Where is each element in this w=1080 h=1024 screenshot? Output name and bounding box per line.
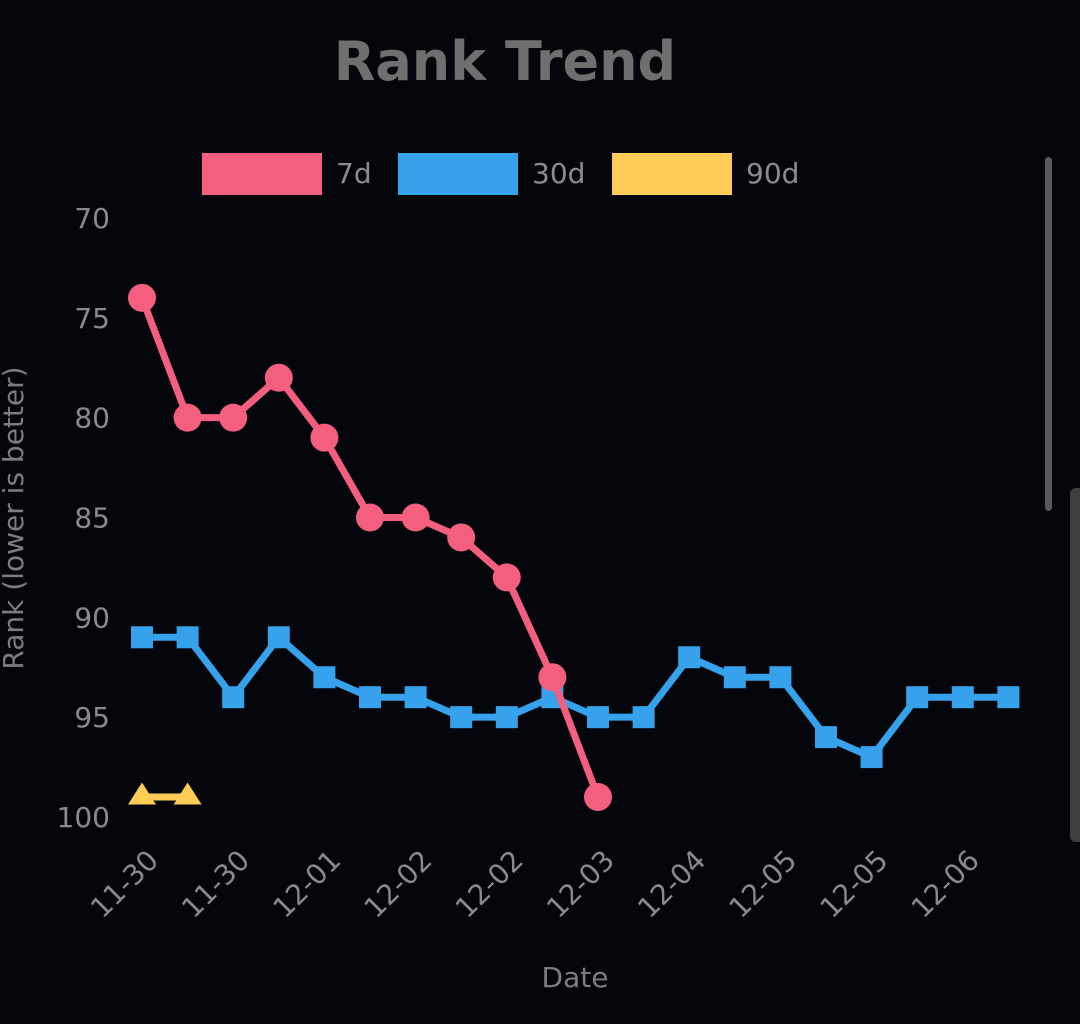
y-tick-label-1: 75 xyxy=(74,302,110,335)
y-tick-label-4: 90 xyxy=(74,601,110,634)
legend[interactable]: 7d 30d 90d xyxy=(202,153,799,195)
x-tick-label-4: 12-02 xyxy=(449,844,530,925)
data-point-30d-5 xyxy=(359,686,381,709)
data-point-30d-10 xyxy=(587,706,609,729)
data-point-30d-17 xyxy=(906,686,929,709)
legend-label-30d: 30d xyxy=(532,157,585,190)
plot-area xyxy=(128,283,1020,812)
data-point-7d-4 xyxy=(310,423,339,452)
x-axis-label: Date xyxy=(542,961,609,994)
data-point-30d-6 xyxy=(404,686,427,709)
data-point-7d-6 xyxy=(401,503,430,532)
data-point-30d-16 xyxy=(860,746,883,769)
data-point-30d-18 xyxy=(951,686,974,709)
series-90d xyxy=(128,782,202,805)
legend-label-90d: 90d xyxy=(746,157,799,190)
edge-panel-handle[interactable] xyxy=(1070,488,1080,842)
data-point-30d-12 xyxy=(678,646,701,669)
x-tick-label-3: 12-02 xyxy=(358,844,439,925)
x-tick-label-6: 12-04 xyxy=(631,844,712,925)
legend-swatch-30d xyxy=(398,153,518,195)
series-7d xyxy=(128,283,612,812)
data-point-7d-7 xyxy=(447,523,476,552)
data-point-30d-1 xyxy=(176,626,199,649)
y-tick-label-3: 85 xyxy=(74,502,110,535)
vertical-scrollbar[interactable] xyxy=(1045,157,1052,511)
data-point-30d-2 xyxy=(222,686,245,709)
data-point-30d-7 xyxy=(450,706,473,729)
y-tick-label-0: 70 xyxy=(74,202,110,235)
data-point-7d-1 xyxy=(173,403,202,432)
x-tick-label-9: 12-06 xyxy=(905,844,986,925)
data-point-7d-3 xyxy=(264,363,293,392)
data-point-30d-0 xyxy=(131,626,153,649)
data-point-7d-8 xyxy=(492,563,521,592)
data-point-7d-5 xyxy=(356,503,384,532)
data-point-30d-13 xyxy=(723,666,746,689)
legend-swatch-90d xyxy=(612,153,732,195)
data-point-90d-1 xyxy=(173,782,202,805)
data-point-30d-3 xyxy=(267,626,290,649)
data-point-30d-4 xyxy=(313,666,336,689)
series-line-7d xyxy=(138,294,602,801)
y-axis-label: Rank (lower is better) xyxy=(0,366,30,669)
data-point-7d-0 xyxy=(128,283,156,312)
data-point-7d-10 xyxy=(584,783,612,812)
legend-label-7d: 7d xyxy=(336,157,372,190)
y-tick-label-5: 95 xyxy=(74,701,110,734)
data-point-30d-15 xyxy=(815,726,837,749)
chart-title: Rank Trend xyxy=(334,30,676,93)
x-tick-label-5: 12-03 xyxy=(540,844,621,925)
x-tick-label-2: 12-01 xyxy=(266,844,347,925)
y-tick-label-6: 100 xyxy=(57,801,110,834)
x-tick-label-8: 12-05 xyxy=(814,844,895,925)
y-tick-label-2: 80 xyxy=(74,402,110,435)
data-point-7d-2 xyxy=(219,403,248,432)
data-point-90d-0 xyxy=(128,782,156,805)
x-tick-label-0: 11-30 xyxy=(84,844,165,925)
data-point-30d-11 xyxy=(632,706,655,729)
x-tick-label-1: 11-30 xyxy=(175,844,256,925)
data-point-30d-14 xyxy=(769,666,792,689)
x-tick-label-7: 12-05 xyxy=(722,844,803,925)
data-point-30d-19 xyxy=(997,686,1020,709)
data-point-30d-8 xyxy=(495,706,518,729)
x-axis-ticks: 11-30 11-30 12-01 12-02 12-02 12-03 12-04 12-05… xyxy=(84,844,986,925)
series-30d xyxy=(131,626,1020,769)
legend-swatch-7d xyxy=(202,153,322,195)
y-axis-ticks: 70 75 80 85 90 95 100 xyxy=(57,202,110,834)
data-point-7d-9 xyxy=(538,663,567,692)
